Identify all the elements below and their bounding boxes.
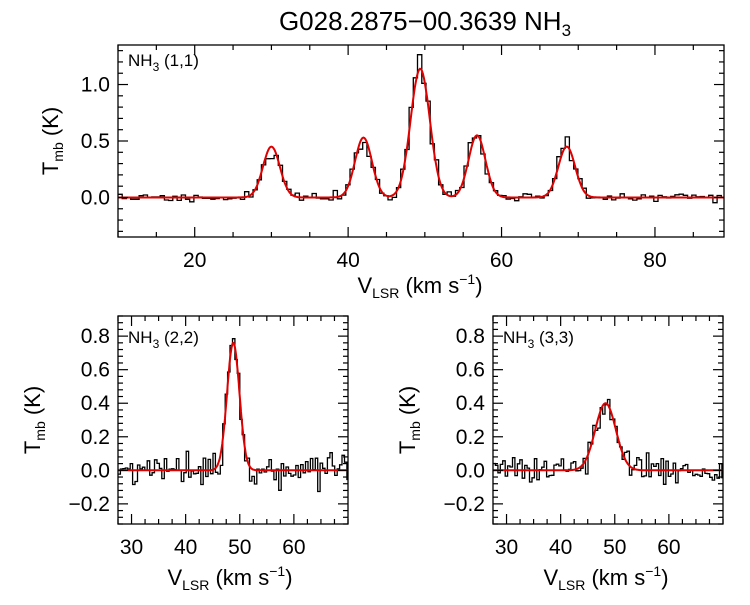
y-axis-label-main: T — [395, 441, 420, 454]
x-tick-label: 40 — [336, 249, 359, 272]
x-axis-label-main: V — [357, 273, 372, 298]
y-axis-label-main: T — [20, 441, 45, 454]
x-axis-label-sub: LSR — [372, 285, 399, 301]
x-axis-label-sub: LSR — [182, 577, 209, 593]
y-tick-label: 0.0 — [81, 459, 110, 482]
transition-label-main: NH — [503, 328, 528, 347]
y-tick-label: 0.8 — [456, 325, 485, 348]
x-axis-label-end: ) — [661, 565, 668, 590]
x-tick-label: 60 — [657, 536, 680, 559]
fit-curve — [118, 341, 348, 472]
panel-nh3-22: 30 40 50 60 −0.2 0.0 0.2 0.4 0.6 0.8 NH3 (2,2) VLSR… — [20, 315, 349, 593]
x-tick-label: 40 — [174, 536, 197, 559]
x-axis-label-end: ) — [285, 565, 292, 590]
transition-label-rest: (1,1) — [159, 51, 199, 70]
y-axis-label-unit: (K) — [20, 386, 45, 421]
y-axis-label-main: T — [38, 162, 63, 175]
transition-label-sub: 3 — [528, 337, 535, 351]
plot-frame — [492, 315, 724, 525]
panel-nh3-33: 30 40 50 60 −0.2 0.0 0.2 0.4 0.6 0.8 NH3 (3,3) VLSR… — [395, 315, 724, 593]
transition-label-rest: (2,2) — [159, 328, 199, 347]
x-axis-label-sub: LSR — [558, 577, 585, 593]
y-axis-label-sub: mb — [32, 421, 48, 441]
plot-frame — [117, 44, 725, 238]
y-tick-label: 0.6 — [81, 359, 110, 382]
y-tick-label: −0.2 — [69, 493, 110, 516]
x-tick-label: 40 — [549, 536, 572, 559]
transition-label: NH3 (2,2) — [128, 328, 199, 351]
x-tick-label: 30 — [495, 536, 518, 559]
y-tick-label: 0.2 — [81, 426, 110, 449]
x-axis-label-sup: −1 — [645, 563, 661, 579]
plot-frame — [117, 315, 349, 525]
x-tick-label: 20 — [183, 249, 206, 272]
y-axis-label: Tmb (K) — [20, 386, 48, 454]
transition-label-main: NH — [128, 328, 153, 347]
x-tick-label: 80 — [643, 249, 666, 272]
x-axis-label-end: ) — [475, 273, 482, 298]
transition-label: NH3 (3,3) — [503, 328, 574, 351]
x-axis-label: VLSR (km s−1) — [167, 563, 292, 593]
y-tick-label: 0.0 — [456, 459, 485, 482]
observed-spectrum — [493, 398, 723, 485]
fit-curve — [118, 67, 724, 199]
figure-title-main: G028.2875−00.3639 NH — [279, 6, 562, 36]
x-axis-label: VLSR (km s−1) — [543, 563, 668, 593]
transition-label-sub: 3 — [153, 60, 160, 74]
y-tick-label: 0.2 — [456, 426, 485, 449]
figure-title-sub: 3 — [562, 21, 571, 40]
x-axis-label-sup: −1 — [459, 271, 475, 287]
y-tick-label: 0.6 — [456, 359, 485, 382]
x-tick-label: 50 — [228, 536, 251, 559]
figure-title: G028.2875−00.3639 NH3 — [279, 6, 571, 40]
observed-spectrum — [118, 54, 724, 204]
x-axis-label-main: V — [167, 565, 182, 590]
x-tick-label: 30 — [120, 536, 143, 559]
x-axis-label-unit: (km s — [585, 565, 645, 590]
x-axis-label-unit: (km s — [399, 273, 459, 298]
transition-label-rest: (3,3) — [534, 328, 574, 347]
transition-label-sub: 3 — [153, 337, 160, 351]
y-axis-label: Tmb (K) — [395, 386, 423, 454]
y-tick-label: −0.2 — [444, 493, 485, 516]
panel-nh3-11: 20 40 60 80 0.0 0.5 1.0 NH3 (1,1) VLSR (km s−1) T… — [38, 44, 725, 301]
x-axis-label: VLSR (km s−1) — [357, 271, 482, 301]
y-axis-label-unit: (K) — [38, 107, 63, 142]
x-tick-label: 60 — [282, 536, 305, 559]
y-tick-label: 1.0 — [81, 74, 110, 97]
x-tick-label: 50 — [603, 536, 626, 559]
transition-label: NH3 (1,1) — [128, 51, 199, 74]
y-tick-label: 0.8 — [81, 325, 110, 348]
y-axis-label: Tmb (K) — [38, 107, 66, 175]
y-axis-label-unit: (K) — [395, 386, 420, 421]
y-axis-label-sub: mb — [407, 421, 423, 441]
x-tick-label: 60 — [490, 249, 513, 272]
y-tick-label: 0.4 — [81, 392, 111, 415]
y-axis-label-sub: mb — [50, 142, 66, 162]
fit-curve — [493, 402, 723, 472]
x-axis-label-unit: (km s — [209, 565, 269, 590]
transition-label-main: NH — [128, 51, 153, 70]
y-tick-label: 0.4 — [456, 392, 486, 415]
y-tick-label: 0.0 — [81, 186, 110, 209]
x-axis-label-main: V — [543, 565, 558, 590]
observed-spectrum — [118, 338, 348, 493]
y-tick-label: 0.5 — [81, 130, 110, 153]
x-axis-label-sup: −1 — [269, 563, 285, 579]
